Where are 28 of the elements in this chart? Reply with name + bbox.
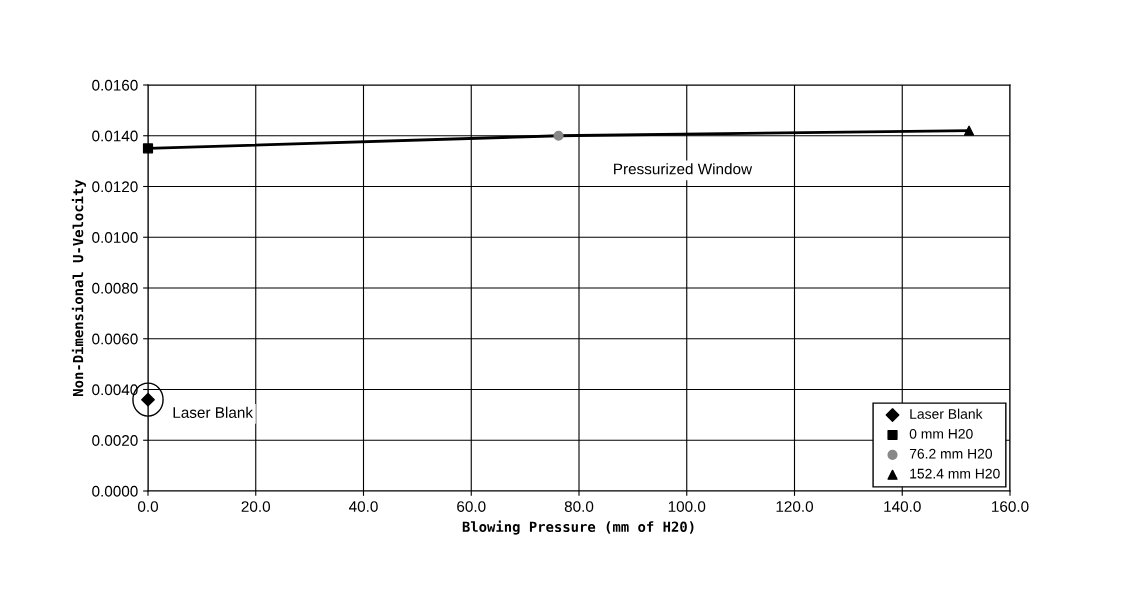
x-tick-label: 20.0 <box>241 501 271 512</box>
x-tick-label: 120.0 <box>776 501 814 512</box>
y-tick-label: 0.0080 <box>92 282 138 294</box>
legend-label: 76.2 mm H20 <box>909 448 993 459</box>
y-tick-label: 0.0140 <box>92 130 138 142</box>
y-axis-title: Non-Dimensional U-Velocity <box>71 179 86 396</box>
x-tick-label: 60.0 <box>457 501 486 512</box>
legend-label: Laser Blank <box>910 408 983 419</box>
point <box>963 125 975 136</box>
legend-label: 0 mm H20 <box>909 428 973 439</box>
y-tick-label: 0.0160 <box>92 79 138 91</box>
annotation: Pressurized Window <box>614 163 753 175</box>
x-tick-label: 40.0 <box>348 501 378 512</box>
x-tick-label: 100.0 <box>668 501 706 512</box>
x-tick-label: 140.0 <box>884 501 921 512</box>
y-tick-label: 0.0000 <box>92 485 138 497</box>
y-tick-label: 0.0120 <box>92 181 138 193</box>
x-tick-label: 80.0 <box>564 501 594 512</box>
point <box>553 130 564 141</box>
annotation: Laser Blank <box>173 406 254 418</box>
y-tick-label: 0.0020 <box>92 435 138 446</box>
point <box>142 143 154 154</box>
legend-label: 152.4 mm H20 <box>910 468 1000 479</box>
x-tick-label: 0.0 <box>137 501 159 512</box>
y-tick-label: 0.0100 <box>92 232 138 243</box>
y-tick-label: 0.0060 <box>92 333 138 345</box>
x-tick-label: 160.0 <box>992 501 1029 512</box>
x-axis-title: Blowing Pressure (mm of H20) <box>462 520 694 535</box>
